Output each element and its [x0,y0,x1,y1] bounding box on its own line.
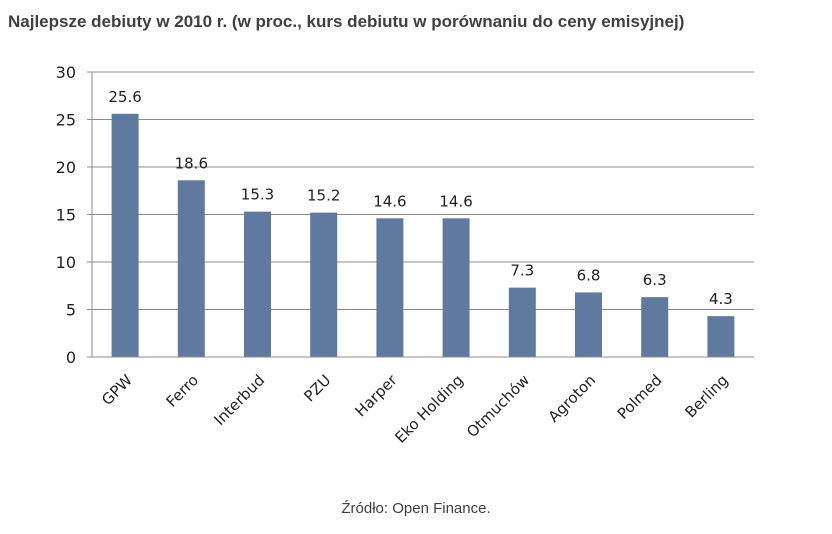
category-label: Polmed [614,371,666,423]
bar [244,211,271,357]
data-label: 18.6 [175,154,208,172]
data-label: 15.3 [241,186,274,204]
category-label: Harper [352,371,402,421]
bar [442,218,470,357]
category-label: Otmuchów [463,371,533,441]
y-tick-label: 5 [66,301,76,320]
category-label: Eko Holding [391,371,467,447]
data-label: 15.2 [307,187,340,205]
category-label: PZU [300,371,334,405]
bar [508,287,536,357]
data-label: 25.6 [108,88,141,106]
bar [641,297,669,357]
data-label: 7.3 [510,262,534,280]
bar [376,218,404,357]
category-label: Agroton [545,371,600,426]
data-label: 6.3 [643,271,667,289]
data-label: 14.6 [373,192,406,210]
data-label: 14.6 [439,192,472,210]
data-label: 4.3 [709,290,733,308]
bar [310,212,338,357]
category-label: Ferro [163,371,203,411]
category-label: Berling [681,371,731,421]
y-tick-label: 10 [56,253,76,272]
y-tick-label: 0 [66,348,76,367]
data-labels: 25.6 18.6 15.3 15.2 14.6 14.6 7.3 6.8 6.3 4.3 [108,88,732,308]
y-tick-label: 25 [56,111,76,130]
category-label: GPW [98,371,136,409]
y-tick-labels: 0 5 10 15 20 25 30 [56,63,76,367]
axes [87,71,754,358]
source-note: Źródło: Open Finance. [341,500,491,517]
data-label: 6.8 [577,266,601,284]
category-label: Interbud [211,371,269,429]
y-tick-label: 15 [56,206,76,225]
y-tick-label: 20 [56,158,76,177]
bar [177,180,205,357]
bar [111,113,139,357]
bar [575,292,602,357]
bars [111,113,735,357]
chart-title: Najlepsze debiuty w 2010 r. (w proc., ku… [8,12,685,31]
y-tick-label: 30 [56,63,76,82]
bar [707,316,735,357]
